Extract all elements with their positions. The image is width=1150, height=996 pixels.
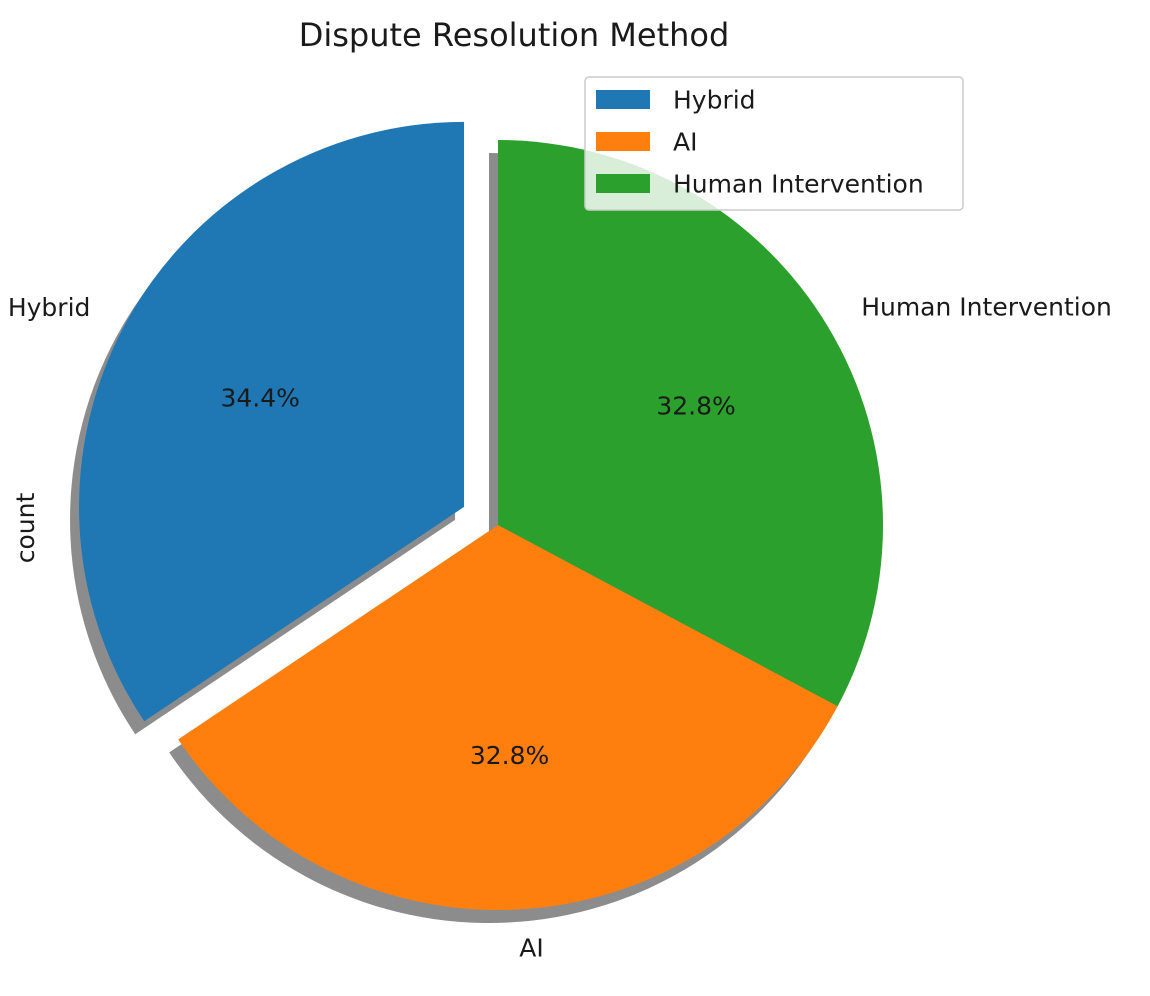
- legend-label-ai: AI: [673, 128, 697, 157]
- percent-labels: 34.4% 32.8% 32.8%: [220, 384, 735, 771]
- pie-slice-hybrid: [79, 121, 465, 722]
- category-label-ai: AI: [519, 934, 543, 963]
- category-label-hybrid: Hybrid: [8, 293, 91, 322]
- legend-label-human-intervention: Human Intervention: [673, 170, 924, 199]
- category-label-human-intervention: Human Intervention: [861, 293, 1112, 322]
- category-labels: Hybrid AI Human Intervention: [8, 293, 1112, 963]
- chart-title: Dispute Resolution Method: [299, 16, 730, 54]
- legend-swatch-hybrid: [596, 90, 650, 109]
- legend-swatch-ai: [596, 132, 650, 151]
- percent-label-ai: 32.8%: [470, 741, 549, 770]
- legend: Hybrid AI Human Intervention: [584, 76, 964, 211]
- percent-label-human-intervention: 32.8%: [656, 392, 735, 421]
- legend-swatch-human-intervention: [596, 174, 650, 193]
- y-axis-label: count: [11, 493, 40, 564]
- pie-slice-ai: [178, 525, 838, 910]
- legend-box: [584, 76, 964, 211]
- pie-slices: [79, 121, 883, 910]
- percent-label-hybrid: 34.4%: [220, 384, 299, 413]
- legend-label-hybrid: Hybrid: [673, 86, 756, 115]
- pie-slice-human-intervention: [498, 140, 883, 707]
